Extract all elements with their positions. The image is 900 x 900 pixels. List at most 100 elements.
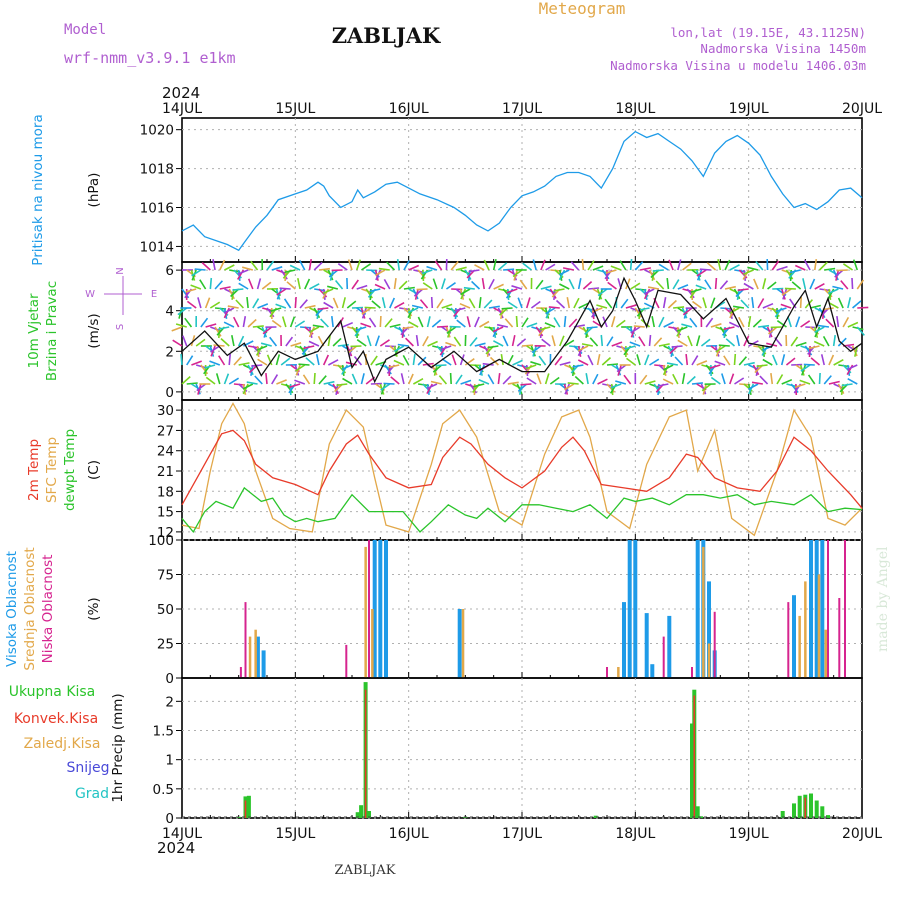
wind-barb (394, 301, 405, 309)
wind-barb (219, 286, 231, 290)
wind-barb (516, 338, 527, 347)
panel-precip: 0 0.5 1 1.5 2 Ukupna Kisa Konvek.Kisa Zaledj.Ki… (9, 677, 863, 827)
wind-barb (751, 381, 763, 385)
wind-barb (649, 358, 660, 366)
wind-barb (334, 279, 344, 290)
wind-barb (634, 307, 642, 318)
cloud-bar (378, 540, 383, 678)
precip-bar-convective (693, 695, 696, 818)
wind-barb (814, 326, 825, 334)
wind-barb (852, 300, 862, 309)
wind-barb (215, 373, 221, 385)
wind-barb (568, 364, 576, 375)
wind-barb (441, 303, 453, 309)
wind-barb (545, 307, 556, 315)
wind-barb (704, 279, 712, 290)
wind-barb (466, 316, 471, 328)
wind-barb (767, 326, 778, 335)
wind-barb (468, 269, 480, 273)
wind-barb (445, 282, 456, 290)
panel-label: Pritisak na nivou mora (30, 114, 46, 265)
wind-barb (336, 383, 348, 387)
wind-barb (655, 280, 665, 290)
wind-barb (502, 335, 509, 347)
wind-barb (616, 364, 627, 373)
wind-barb (275, 303, 287, 309)
wind-barb (606, 336, 614, 347)
wind-barb (591, 307, 603, 313)
wind-barb (247, 278, 254, 290)
wind-barb (592, 265, 604, 271)
wind-barb (825, 318, 835, 328)
wind-barb (559, 335, 565, 347)
wind-barb (549, 288, 557, 299)
wind-barb (412, 288, 419, 300)
wind-barb (799, 296, 802, 309)
wind-barb (633, 325, 645, 328)
wind-barb (644, 288, 655, 295)
y-tick-label: 27 (157, 423, 174, 439)
wind-barb (323, 380, 335, 385)
wind-barb (771, 354, 778, 366)
wind-barb (421, 269, 433, 275)
wind-barb (630, 282, 641, 290)
cloud-bar (662, 636, 665, 678)
wind-barb (710, 376, 721, 385)
wind-barb (803, 363, 815, 366)
wind-barb (270, 307, 282, 312)
wind-barb (538, 355, 547, 366)
wind-barb (430, 296, 434, 309)
wind-barb (280, 269, 288, 280)
wind-barb (459, 354, 465, 366)
precip-bar-total (355, 812, 360, 818)
x-tick-label-top: 16JUL (389, 101, 429, 117)
wind-barb (810, 357, 821, 366)
y-tick-label: 6 (165, 263, 174, 279)
wind-barb (743, 335, 750, 347)
wind-barb (220, 338, 230, 347)
wind-barb (767, 281, 777, 290)
wind-barb (449, 372, 452, 385)
wind-barb (238, 362, 250, 366)
wind-barb (190, 284, 202, 290)
wind-barb (657, 383, 669, 387)
wind-barb (818, 261, 828, 271)
wind-barb (522, 262, 532, 271)
x-tick-label-top: 15JUL (275, 101, 315, 117)
cloud-bar (368, 540, 370, 678)
wind-barb (723, 326, 735, 331)
y-tick-label: 0 (165, 671, 174, 687)
wind-barb (751, 296, 755, 309)
wind-barb (419, 299, 429, 309)
wind-barb (214, 326, 222, 337)
wind-barb (610, 383, 622, 389)
cloud-bar (824, 629, 827, 678)
y-tick-label: 30 (157, 403, 174, 419)
wind-barb (360, 322, 372, 328)
wind-barb (647, 286, 660, 290)
wind-barb (501, 307, 513, 310)
x-tick-label-top: 14JUL (162, 101, 202, 117)
wind-barb (540, 285, 552, 290)
wind-barb (451, 354, 457, 366)
wind-barb (852, 259, 859, 271)
wind-barb (615, 319, 626, 328)
wind-barb (456, 319, 466, 328)
precip-bar-total (367, 811, 371, 818)
y-tick-label: 1 (165, 753, 174, 769)
wind-barb (802, 278, 807, 290)
wind-barb (474, 316, 480, 328)
wind-barb (427, 340, 438, 347)
wind-barb (564, 339, 575, 347)
cloud-bar (255, 636, 260, 678)
wind-barb (588, 287, 600, 290)
wind-barb (422, 336, 429, 347)
wind-barb (673, 306, 685, 309)
y-tick-label: 1018 (140, 162, 174, 178)
wind-barb (445, 341, 457, 347)
wind-barb (690, 288, 702, 293)
wind-barb (492, 326, 497, 339)
y-tick-label: 25 (157, 637, 174, 653)
wind-barb (201, 262, 211, 271)
wind-barb (417, 316, 424, 328)
